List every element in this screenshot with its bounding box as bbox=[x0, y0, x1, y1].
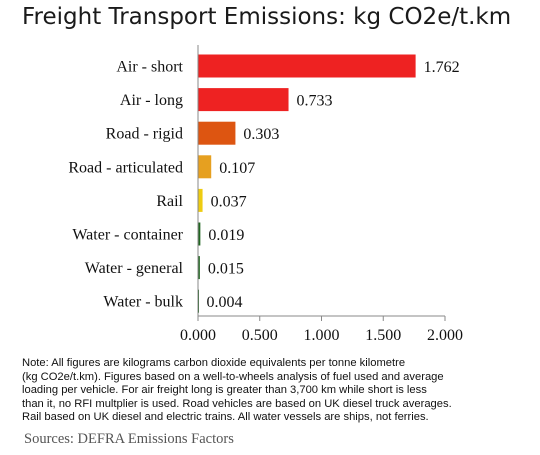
x-tick-label: 0.500 bbox=[242, 327, 278, 344]
value-label-air-short: 1.762 bbox=[424, 59, 460, 76]
x-tick-label: 0.000 bbox=[180, 327, 216, 344]
x-tick-label: 2.000 bbox=[427, 327, 463, 344]
x-tick-label: 1.500 bbox=[365, 327, 401, 344]
category-label-air-long: Air - long bbox=[120, 92, 183, 109]
bar-road-articulated bbox=[198, 155, 212, 179]
category-labels: Air - short Air - long Road - rigid Road - … bbox=[68, 59, 183, 311]
bar-air-long bbox=[198, 88, 289, 112]
bar-road-rigid bbox=[198, 121, 236, 145]
value-label-road-rigid: 0.303 bbox=[243, 126, 279, 143]
value-label-water-container: 0.019 bbox=[208, 227, 244, 244]
chart-title: Freight Transport Emissions: kg CO2e/t.k… bbox=[22, 4, 512, 30]
value-labels: 1.762 0.733 0.303 0.107 0.037 0.019 0.015 0.004 bbox=[206, 59, 459, 311]
value-label-rail: 0.037 bbox=[211, 193, 247, 210]
category-label-air-short: Air - short bbox=[116, 59, 183, 76]
bar-chart: Air - short Air - long Road - rigid Road - … bbox=[68, 45, 463, 344]
value-label-road-articulated: 0.107 bbox=[219, 160, 255, 177]
bars-group bbox=[198, 54, 416, 313]
value-label-water-bulk: 0.004 bbox=[206, 294, 242, 311]
bar-air-short bbox=[198, 54, 416, 78]
category-label-water-general: Water - general bbox=[85, 260, 184, 277]
category-label-road-rigid: Road - rigid bbox=[106, 126, 183, 143]
category-label-rail: Rail bbox=[156, 193, 183, 210]
footnote: Note: All figures are kilograms carbon d… bbox=[22, 357, 452, 424]
bar-water-container bbox=[198, 222, 201, 246]
value-label-air-long: 0.733 bbox=[297, 93, 333, 110]
sources-line: Sources: DEFRA Emissions Factors bbox=[24, 431, 234, 447]
category-label-road-articulated: Road - articulated bbox=[68, 159, 183, 176]
x-axis: 0.000 0.500 1.000 1.500 2.000 bbox=[180, 45, 463, 344]
value-label-water-general: 0.015 bbox=[208, 261, 244, 278]
bar-water-general bbox=[198, 256, 200, 280]
category-label-water-container: Water - container bbox=[72, 227, 183, 244]
bar-rail bbox=[198, 188, 203, 212]
x-tick-label: 1.000 bbox=[304, 327, 340, 344]
category-label-water-bulk: Water - bulk bbox=[103, 294, 183, 311]
